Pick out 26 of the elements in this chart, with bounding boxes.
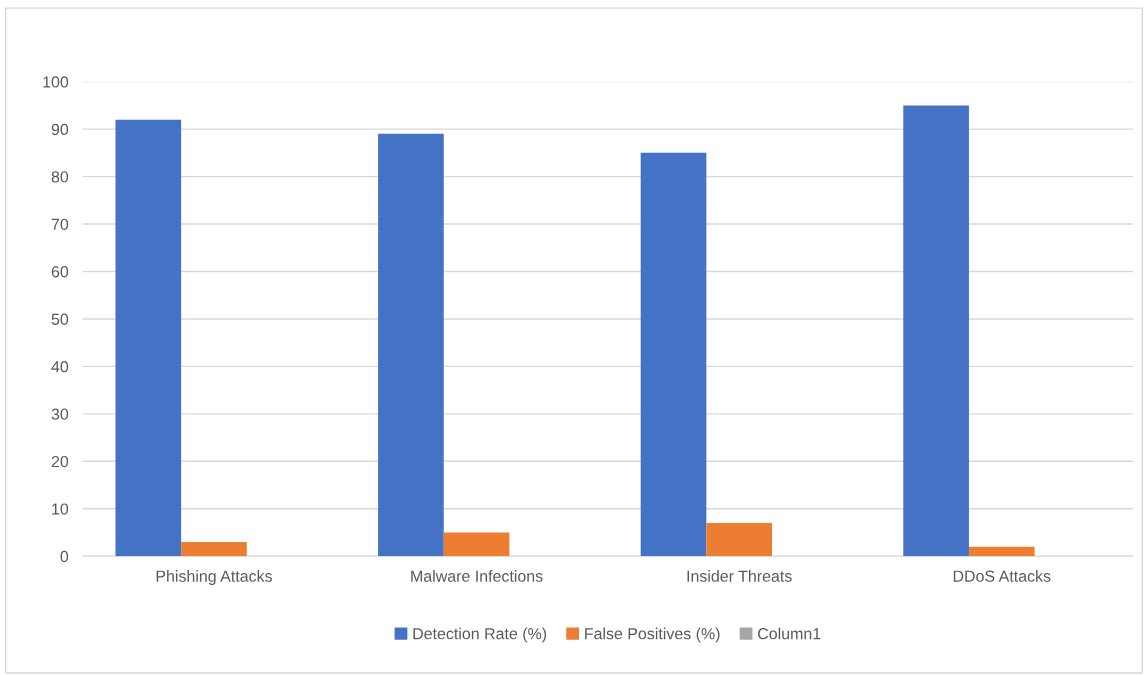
bar — [443, 532, 510, 557]
bar — [640, 152, 707, 557]
y-tick-label: 0 — [60, 550, 69, 563]
y-tick-label: 60 — [51, 266, 69, 278]
x-tick-label: Phishing Attacks — [156, 570, 272, 585]
legend-label: False Positives (%) — [585, 627, 720, 643]
legend-label: Column1 — [758, 627, 821, 640]
y-tick-label: 50 — [51, 313, 69, 325]
y-tick-label: 70 — [51, 218, 69, 230]
x-tick-label: DDoS Attacks — [953, 570, 1051, 582]
x-tick-label: Malware Infections — [411, 570, 543, 582]
bar — [115, 119, 182, 557]
bar — [181, 541, 247, 557]
x-tick-label: Insider Threats — [687, 570, 792, 582]
y-tick-label: 80 — [51, 171, 69, 183]
y-tick-label: 40 — [51, 361, 69, 373]
bar — [378, 133, 444, 557]
bar — [706, 522, 772, 557]
bar — [903, 105, 969, 557]
bar — [968, 546, 1035, 557]
y-tick-label: 20 — [51, 455, 69, 468]
y-tick-label: 90 — [51, 123, 69, 136]
y-tick-label: 100 — [43, 76, 69, 88]
y-tick-label: 10 — [52, 503, 69, 515]
legend-label: Detection Rate (%) — [413, 627, 547, 643]
y-tick-label: 30 — [51, 408, 69, 420]
